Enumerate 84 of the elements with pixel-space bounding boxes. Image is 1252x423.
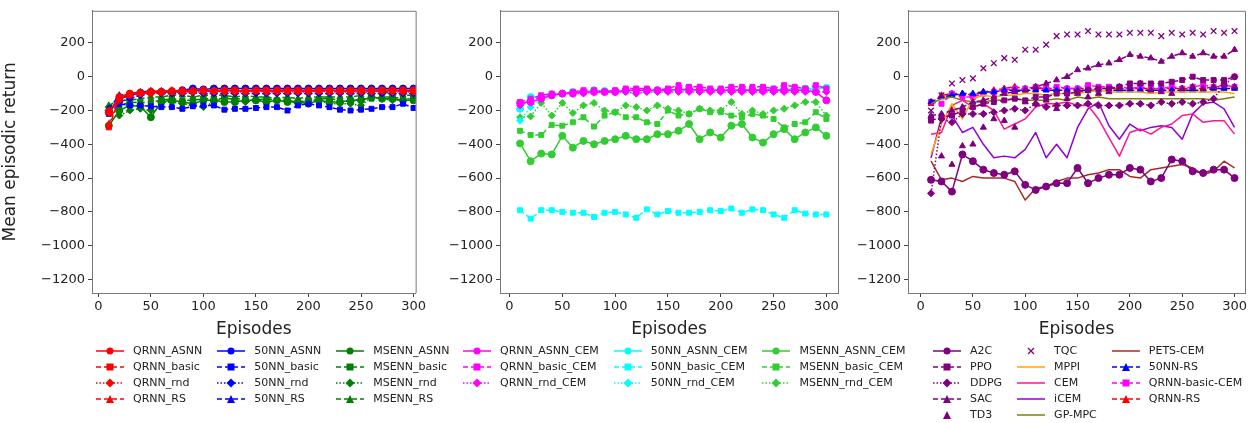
x-tick-label: 200	[1117, 298, 1143, 314]
x-axis-title: Episodes	[631, 318, 707, 339]
legend-label: QRNN_RS	[133, 392, 186, 405]
x-tick-label: 150	[655, 298, 681, 314]
y-tick-label: −200	[457, 101, 493, 117]
legend-label: MSENN_rnd_CEM	[799, 376, 893, 389]
y-tick-label: 0	[892, 68, 901, 84]
x-tick-label: 300	[401, 298, 426, 314]
legend-label: QRNN-basic-CEM	[1148, 376, 1243, 389]
x-tick-label: 250	[1169, 298, 1195, 314]
legend-label: 50NN_rnd	[254, 376, 309, 389]
legend-label: QRNN_ASNN_CEM	[500, 344, 599, 357]
legend-label: QRNN_basic	[133, 360, 200, 373]
legend-label: MSENN_ASNN	[373, 344, 450, 357]
legend-label: 50NN_ASNN	[254, 344, 322, 357]
legend-label: MSENN_basic	[373, 360, 448, 373]
y-tick-label: −1200	[41, 270, 85, 286]
y-tick-label: −1000	[41, 237, 85, 253]
y-tick-label: 0	[484, 68, 493, 84]
x-tick-label: 0	[94, 298, 103, 314]
x-tick-label: 150	[243, 298, 269, 314]
x-axis-title: Episodes	[1038, 318, 1115, 339]
legend-label: MSENN_ASNN_CEM	[799, 344, 906, 357]
y-axis-title: Mean episodic return	[0, 62, 19, 242]
legend-label: TD3	[970, 408, 993, 421]
x-tick-label: 300	[813, 298, 839, 314]
y-tick-label: −1000	[449, 237, 493, 253]
legend-label: QRNN_rnd_CEM	[500, 376, 587, 389]
x-axis-title: Episodes	[216, 318, 292, 339]
legend-label: 50NN_ASNN_CEM	[650, 344, 748, 357]
y-tick-label: −400	[865, 135, 901, 151]
legend-label: GP-MPC	[1054, 408, 1097, 421]
legend-label: 50NN_basic_CEM	[650, 360, 745, 373]
y-tick-label: −1000	[857, 237, 901, 253]
y-tick-label: −200	[865, 101, 901, 117]
y-tick-label: −800	[457, 203, 493, 219]
x-tick-label: 0	[505, 298, 514, 314]
legend-label: DDPG	[970, 376, 1003, 389]
legend-label: MPPI	[1054, 360, 1081, 373]
y-tick-label: 200	[876, 34, 901, 50]
x-tick-label: 150	[1065, 298, 1090, 314]
legend-label: A2C	[970, 344, 993, 357]
y-tick-label: 0	[76, 68, 85, 84]
legend-label: 50NN_RS	[254, 392, 305, 405]
legend-label: PPO	[970, 360, 992, 373]
x-tick-label: 50	[142, 298, 160, 314]
legend-label: 50NN_rnd_CEM	[650, 376, 735, 389]
x-tick-label: 100	[602, 298, 628, 314]
legend-label: MSENN_basic_CEM	[799, 360, 903, 373]
legend-label: QRNN_basic_CEM	[500, 360, 597, 373]
legend-label: MSENN_RS	[373, 392, 434, 405]
legend-label: 50NN-RS	[1148, 360, 1198, 373]
legend-label: QRNN_ASNN	[133, 344, 203, 357]
x-tick-label: 250	[348, 298, 374, 314]
y-tick-label: 200	[60, 34, 85, 50]
y-tick-label: −800	[865, 203, 901, 219]
legend-label: 50NN_basic	[254, 360, 319, 373]
legend-label: TQC	[1054, 344, 1078, 357]
x-tick-label: 100	[1012, 298, 1038, 314]
legend-label: SAC	[970, 392, 993, 405]
legend-label: MSENN_rnd	[373, 376, 437, 389]
y-tick-label: −600	[457, 169, 493, 185]
y-tick-label: 200	[468, 34, 493, 50]
legend-label: QRNN_rnd	[133, 376, 190, 389]
y-tick-label: −800	[49, 203, 85, 219]
x-tick-label: 50	[964, 298, 982, 314]
y-tick-label: −600	[865, 169, 901, 185]
x-tick-label: 50	[554, 298, 571, 314]
y-tick-label: −400	[49, 135, 85, 151]
y-tick-label: −400	[457, 135, 493, 151]
x-tick-label: 200	[708, 298, 734, 314]
x-tick-label: 250	[761, 298, 786, 314]
legend-label: QRNN-RS	[1148, 392, 1201, 405]
legend-label: PETS-CEM	[1148, 344, 1205, 357]
y-tick-label: −1200	[857, 270, 901, 286]
x-tick-label: 0	[916, 298, 925, 314]
y-tick-label: −200	[49, 101, 85, 117]
x-tick-label: 200	[296, 298, 321, 314]
legend-label: CEM	[1054, 376, 1079, 389]
y-tick-label: −600	[49, 169, 85, 185]
y-tick-label: −1200	[449, 270, 493, 286]
legend-label: iCEM	[1054, 392, 1082, 405]
x-tick-label: 300	[1222, 298, 1247, 314]
x-tick-label: 100	[190, 298, 216, 314]
